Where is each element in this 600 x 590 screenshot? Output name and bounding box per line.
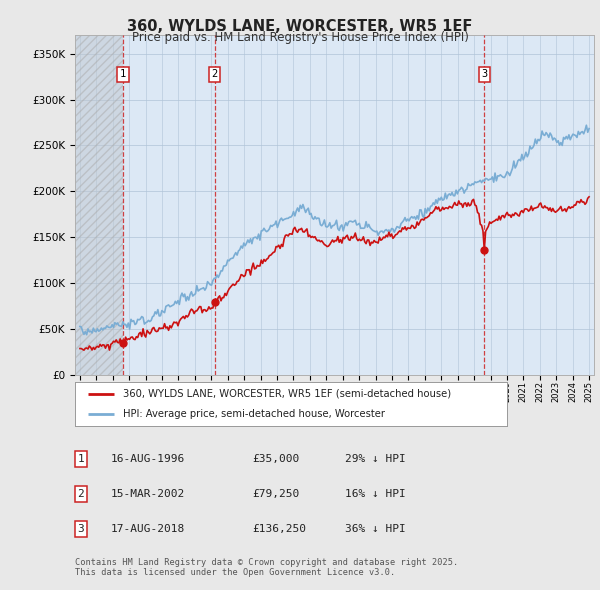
Text: 16-AUG-1996: 16-AUG-1996 [111,454,185,464]
Bar [75,35,123,375]
Text: 360, WYLDS LANE, WORCESTER, WR5 1EF: 360, WYLDS LANE, WORCESTER, WR5 1EF [127,19,473,34]
Text: 16% ↓ HPI: 16% ↓ HPI [345,489,406,499]
Text: 1: 1 [120,70,126,80]
Text: £79,250: £79,250 [252,489,299,499]
Text: 2: 2 [211,70,218,80]
Text: 29% ↓ HPI: 29% ↓ HPI [345,454,406,464]
Text: 2: 2 [77,489,85,499]
Text: HPI: Average price, semi-detached house, Worcester: HPI: Average price, semi-detached house,… [122,409,385,419]
Text: 36% ↓ HPI: 36% ↓ HPI [345,525,406,534]
Text: 3: 3 [481,70,487,80]
Bar [123,35,215,375]
Text: 15-MAR-2002: 15-MAR-2002 [111,489,185,499]
Text: 1: 1 [77,454,85,464]
Text: Contains HM Land Registry data © Crown copyright and database right 2025.
This d: Contains HM Land Registry data © Crown c… [75,558,458,577]
Text: Price paid vs. HM Land Registry's House Price Index (HPI): Price paid vs. HM Land Registry's House … [131,31,469,44]
Text: 17-AUG-2018: 17-AUG-2018 [111,525,185,534]
Text: 3: 3 [77,525,85,534]
Text: £35,000: £35,000 [252,454,299,464]
Bar [215,35,484,375]
Text: 360, WYLDS LANE, WORCESTER, WR5 1EF (semi-detached house): 360, WYLDS LANE, WORCESTER, WR5 1EF (sem… [122,389,451,399]
Text: £136,250: £136,250 [252,525,306,534]
